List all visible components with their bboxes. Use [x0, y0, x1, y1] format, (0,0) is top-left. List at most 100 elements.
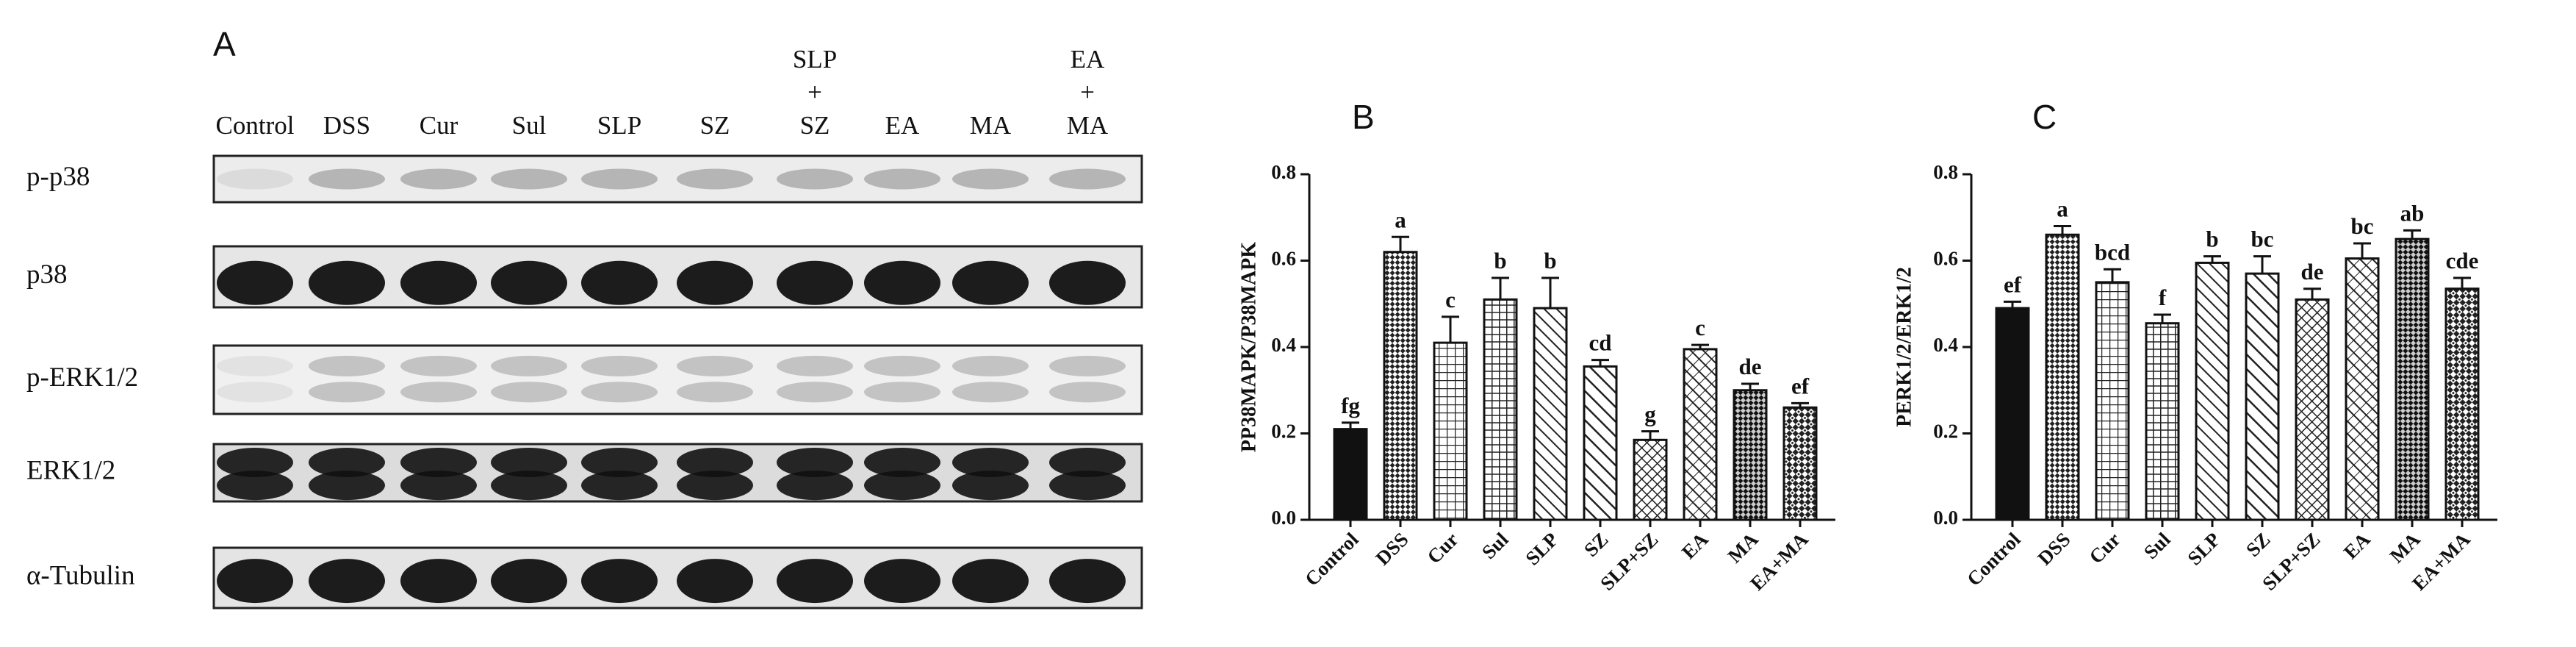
blot-band	[1049, 471, 1126, 501]
lane-label: SLP	[597, 111, 641, 140]
blot-band	[491, 355, 567, 376]
error-bar	[1492, 276, 1509, 300]
blot-band	[581, 559, 658, 604]
error-bar	[2054, 225, 2071, 235]
blot-band	[400, 382, 477, 403]
blot-band	[217, 559, 293, 604]
blot-band	[491, 447, 567, 477]
x-tick-label: Sul	[2140, 528, 2175, 563]
blot-band	[581, 447, 658, 477]
panel-label: A	[213, 25, 236, 63]
y-tick-label: 0.6	[1271, 248, 1296, 270]
significance-letter: a	[1395, 207, 1406, 232]
bar	[1782, 406, 1818, 521]
lane-label: EA	[1071, 45, 1105, 74]
blot-band	[581, 260, 658, 305]
blot-band	[400, 447, 477, 477]
significance-letter: ab	[2400, 200, 2425, 226]
y-tick-label: 0.2	[1271, 421, 1296, 443]
blot-band	[777, 168, 853, 190]
blot-band	[952, 355, 1029, 376]
blot-band	[677, 559, 753, 604]
blot-band	[309, 559, 385, 604]
x-tick-label: Control	[1300, 528, 1363, 590]
significance-letter: bc	[2251, 226, 2274, 252]
x-tick-label: DSS	[2033, 528, 2074, 569]
blot-band	[1049, 382, 1126, 403]
row-label: α-Tubulin	[26, 560, 135, 590]
error-bar	[2453, 276, 2471, 289]
significance-letter: f	[2159, 285, 2167, 310]
error-bar	[2253, 255, 2271, 274]
blot-band	[217, 471, 293, 501]
row-label: p38	[26, 260, 68, 290]
y-tick-label: 0.8	[1933, 161, 1958, 183]
blot-band	[677, 168, 753, 190]
blot-band	[400, 260, 477, 305]
blot-band	[864, 260, 940, 305]
blot-band	[864, 471, 940, 501]
blot-band	[777, 260, 853, 305]
y-tick-label: 0.2	[1933, 421, 1958, 443]
blot-band	[864, 355, 940, 376]
error-bar	[1691, 343, 1709, 349]
blot-band	[952, 260, 1029, 305]
blot-band	[309, 260, 385, 305]
error-bar	[1342, 421, 1359, 429]
x-tick-label: DSS	[1371, 528, 1412, 569]
chart-title: B	[1352, 98, 1375, 136]
lane-label: Cur	[420, 111, 458, 140]
bar	[1683, 348, 1718, 521]
error-bar	[1591, 359, 1609, 367]
blot-band	[400, 168, 477, 190]
y-tick-label: 0.4	[1271, 334, 1296, 356]
x-tick-label: Sul	[1478, 528, 1513, 563]
blot-band	[309, 382, 385, 403]
x-tick-label: MA	[2386, 528, 2425, 567]
error-bar	[1392, 235, 1409, 252]
blot-band	[777, 471, 853, 501]
bar	[2295, 298, 2330, 521]
blot-band	[1049, 260, 1126, 305]
row-label: p-ERK1/2	[26, 362, 138, 393]
significance-letter: fg	[1341, 393, 1360, 418]
lane-label: SZ	[700, 111, 730, 140]
blot-band	[952, 559, 1029, 604]
blot-band	[864, 559, 940, 604]
significance-letter: ef	[2004, 271, 2022, 297]
blot-band	[677, 260, 753, 305]
error-bar	[1541, 276, 1559, 309]
blot-band	[309, 471, 385, 501]
lane-label: Control	[216, 111, 295, 140]
blot-band	[677, 471, 753, 501]
blot-band	[581, 168, 658, 190]
blot-band	[677, 447, 753, 477]
lane-label: +	[807, 78, 822, 107]
significance-letter: b	[2206, 226, 2218, 252]
bar	[2145, 322, 2180, 521]
blot-band	[864, 447, 940, 477]
bar	[1483, 298, 1518, 521]
lane-label: MA	[1067, 111, 1109, 140]
error-bar	[1641, 430, 1659, 440]
lane-label: SZ	[800, 111, 830, 140]
significance-letter: de	[1739, 354, 1762, 379]
significance-letter: a	[2057, 196, 2068, 222]
blot-band	[581, 355, 658, 376]
x-tick-label: MA	[1724, 528, 1763, 567]
blot-band	[1049, 168, 1126, 190]
blot-band	[217, 260, 293, 305]
error-bar	[2353, 242, 2371, 259]
blot-band	[400, 355, 477, 376]
x-tick-label: Cur	[1423, 528, 1463, 568]
row-label: ERK1/2	[26, 455, 115, 485]
y-axis-label: PP38MAPK/P38MAPK	[1237, 242, 1260, 452]
blot-band	[309, 447, 385, 477]
error-bar	[2203, 255, 2221, 263]
x-tick-label: SLP	[2183, 528, 2224, 569]
x-tick-label: EA	[1677, 528, 1713, 563]
error-bar	[1741, 382, 1759, 390]
y-tick-label: 0.0	[1933, 507, 1958, 529]
blot-band	[400, 559, 477, 604]
